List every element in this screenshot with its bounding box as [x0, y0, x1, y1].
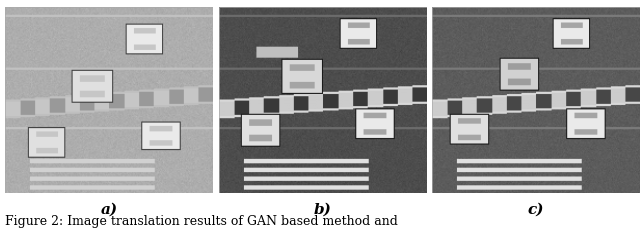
Text: Figure 2: Image translation results of GAN based method and: Figure 2: Image translation results of G…	[5, 215, 398, 228]
Text: c): c)	[528, 203, 544, 217]
Text: a): a)	[100, 203, 118, 217]
Text: b): b)	[314, 203, 332, 217]
